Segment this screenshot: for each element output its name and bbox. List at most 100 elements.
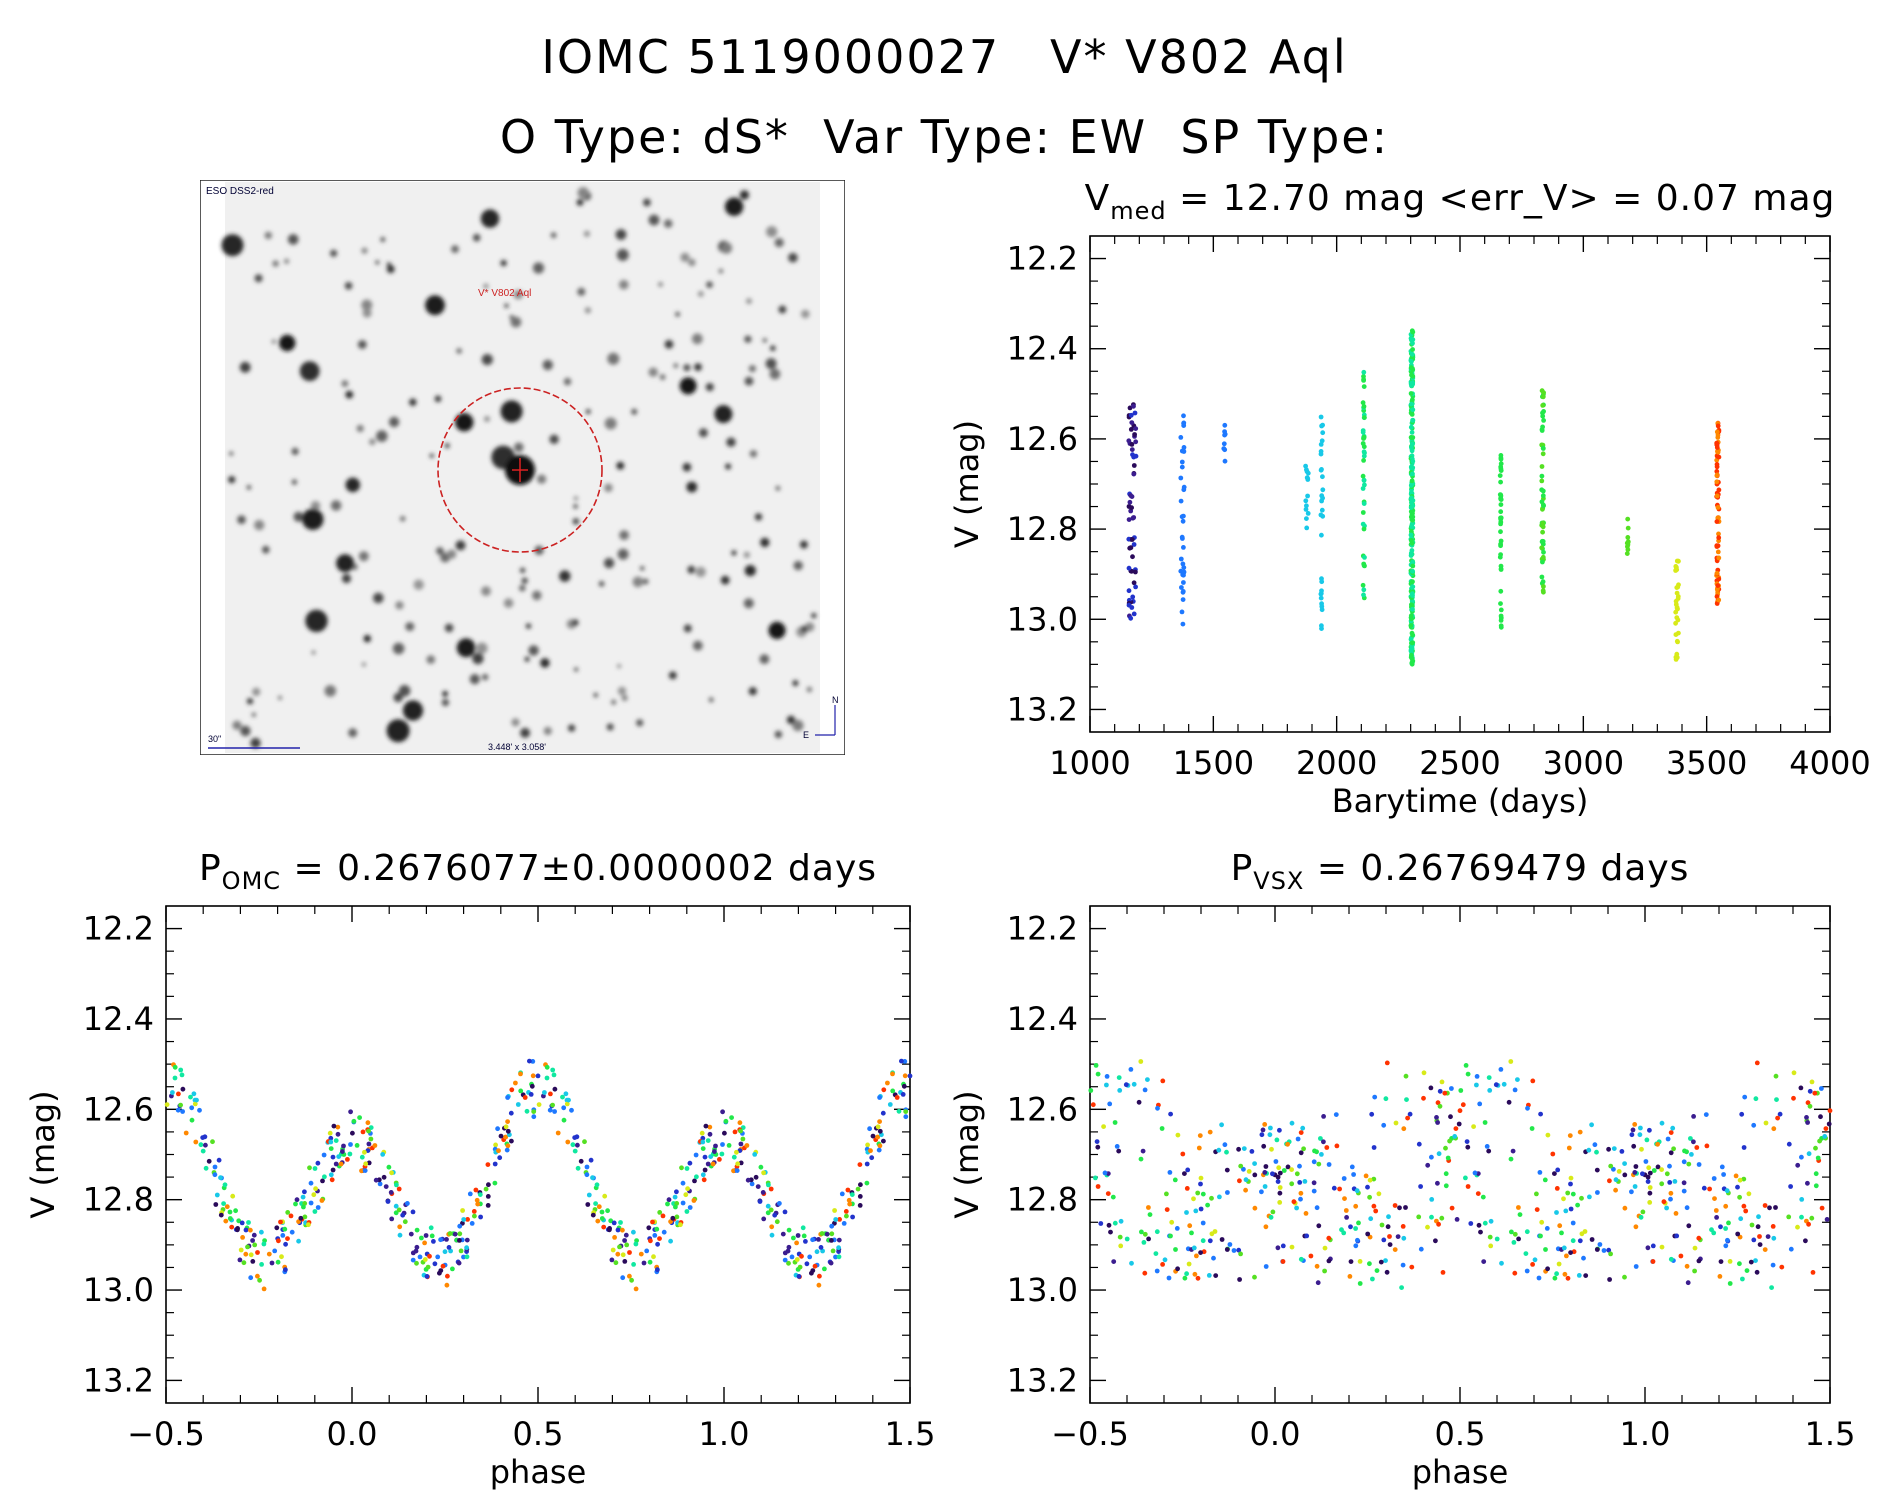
phase_omc-point bbox=[655, 1267, 660, 1273]
phase_omc-point bbox=[849, 1192, 855, 1197]
phase_vsx-point bbox=[1647, 1170, 1653, 1176]
star bbox=[392, 642, 405, 655]
phase_omc-point bbox=[461, 1217, 467, 1222]
phase_vsx-point bbox=[1717, 1274, 1723, 1279]
star bbox=[573, 504, 578, 509]
lightcurve-point bbox=[1409, 495, 1414, 501]
phase_omc-point bbox=[308, 1180, 314, 1186]
phase_vsx-point bbox=[1568, 1181, 1573, 1187]
phase_omc-point bbox=[633, 1286, 639, 1292]
star bbox=[446, 549, 457, 559]
phase_vsx-point bbox=[1463, 1175, 1468, 1181]
phase_vsx-point bbox=[1093, 1175, 1098, 1181]
phase_omc-point bbox=[810, 1268, 816, 1273]
phase_omc-point bbox=[701, 1177, 707, 1183]
star bbox=[697, 291, 704, 297]
star bbox=[386, 262, 391, 267]
lightcurve-point bbox=[1179, 609, 1185, 615]
star bbox=[441, 698, 450, 707]
phase_vsx-point bbox=[1297, 1163, 1302, 1169]
phase_vsx-point bbox=[1795, 1224, 1800, 1230]
phase_omc-point bbox=[345, 1157, 350, 1162]
phase_vsx-point bbox=[1633, 1264, 1639, 1269]
phase_vsx-point bbox=[1650, 1259, 1656, 1264]
phase_omc-point bbox=[737, 1120, 743, 1126]
star bbox=[524, 656, 530, 662]
phase_vsx-point bbox=[1418, 1246, 1424, 1252]
phase_vsx-point bbox=[1297, 1180, 1303, 1185]
phase_omc-point bbox=[218, 1175, 223, 1181]
lightcurve-point bbox=[1715, 583, 1721, 588]
phase_omc-point bbox=[588, 1157, 594, 1163]
phase_omc-point bbox=[755, 1184, 761, 1189]
phase_vsx-point bbox=[1486, 1075, 1492, 1080]
compass-north-label: N bbox=[832, 695, 839, 705]
phase_omc-point bbox=[566, 1097, 571, 1103]
phase_omc-point bbox=[425, 1264, 431, 1270]
phase_vsx-xtick-label: 1.5 bbox=[1805, 1415, 1856, 1453]
phase_vsx-point bbox=[1619, 1149, 1625, 1154]
lightcurve-point bbox=[1673, 657, 1679, 662]
phase_vsx-point bbox=[1555, 1167, 1561, 1173]
phase_omc-point bbox=[547, 1107, 553, 1113]
survey-label: ESO DSS2-red bbox=[206, 186, 274, 197]
lightcurve-point bbox=[1409, 548, 1415, 553]
phase_omc-point bbox=[485, 1162, 491, 1167]
star bbox=[675, 312, 680, 317]
phase_vsx-point bbox=[1321, 1114, 1326, 1119]
phase_omc-point bbox=[513, 1080, 518, 1086]
phase_vsx-point bbox=[1369, 1111, 1375, 1117]
phase_omc-point bbox=[896, 1108, 902, 1114]
phase_vsx-point bbox=[1465, 1071, 1471, 1077]
phase_omc-point bbox=[335, 1131, 341, 1137]
star bbox=[299, 361, 320, 381]
phase_vsx-point bbox=[1807, 1103, 1813, 1109]
star bbox=[293, 511, 304, 522]
phase_vsx-point bbox=[1668, 1196, 1673, 1202]
phase_vsx-point bbox=[1147, 1212, 1153, 1217]
phase_omc-point bbox=[869, 1155, 875, 1161]
phase_omc-point bbox=[245, 1244, 250, 1250]
phase_omc-point bbox=[306, 1222, 311, 1228]
phase_vsx-point bbox=[1622, 1274, 1627, 1280]
star bbox=[362, 308, 372, 318]
phase_omc-point bbox=[729, 1115, 734, 1120]
phase_vsx-point bbox=[1809, 1215, 1815, 1221]
phase_vsx-point bbox=[1175, 1266, 1180, 1272]
phase_omc-point bbox=[243, 1251, 249, 1257]
lightcurve-point bbox=[1716, 487, 1722, 493]
phase_omc-point bbox=[734, 1168, 740, 1173]
lightcurve-point bbox=[1181, 545, 1186, 550]
lightcurve-point bbox=[1181, 420, 1187, 426]
phase_vsx-point bbox=[1684, 1263, 1690, 1269]
phase_vsx-point bbox=[1138, 1156, 1144, 1162]
lightcurve-point bbox=[1362, 482, 1367, 488]
phase_vsx-point bbox=[1322, 1245, 1328, 1251]
phase_omc-point bbox=[194, 1097, 199, 1103]
star bbox=[348, 728, 358, 738]
lightcurve-point bbox=[1361, 369, 1367, 375]
phase_vsx-point bbox=[1385, 1224, 1391, 1230]
phase_vsx-point bbox=[1665, 1136, 1671, 1142]
phase_vsx-point bbox=[1786, 1141, 1792, 1147]
phase_vsx-point bbox=[1754, 1060, 1760, 1066]
phase_vsx-point bbox=[1368, 1216, 1374, 1222]
phase_omc-point bbox=[315, 1160, 321, 1166]
star bbox=[229, 451, 234, 456]
lightcurve-point bbox=[1539, 499, 1545, 505]
phase_vsx-point bbox=[1803, 1238, 1808, 1244]
phase_omc-point bbox=[180, 1086, 186, 1092]
phase_vsx-point bbox=[1153, 1251, 1159, 1256]
lightcurve-point bbox=[1179, 585, 1184, 590]
star bbox=[607, 352, 620, 365]
phase_omc-point bbox=[613, 1260, 619, 1266]
lightcurve-point bbox=[1408, 553, 1414, 558]
lightcurve-point bbox=[1625, 516, 1631, 522]
lightcurve-point bbox=[1540, 493, 1546, 499]
star bbox=[617, 548, 629, 560]
phase_vsx-ytick-label: 12.6 bbox=[1007, 1090, 1078, 1128]
phase_vsx-point bbox=[1606, 1146, 1611, 1152]
phase_vsx-point bbox=[1512, 1087, 1518, 1093]
lightcurve-point bbox=[1714, 462, 1720, 467]
star bbox=[806, 686, 813, 693]
